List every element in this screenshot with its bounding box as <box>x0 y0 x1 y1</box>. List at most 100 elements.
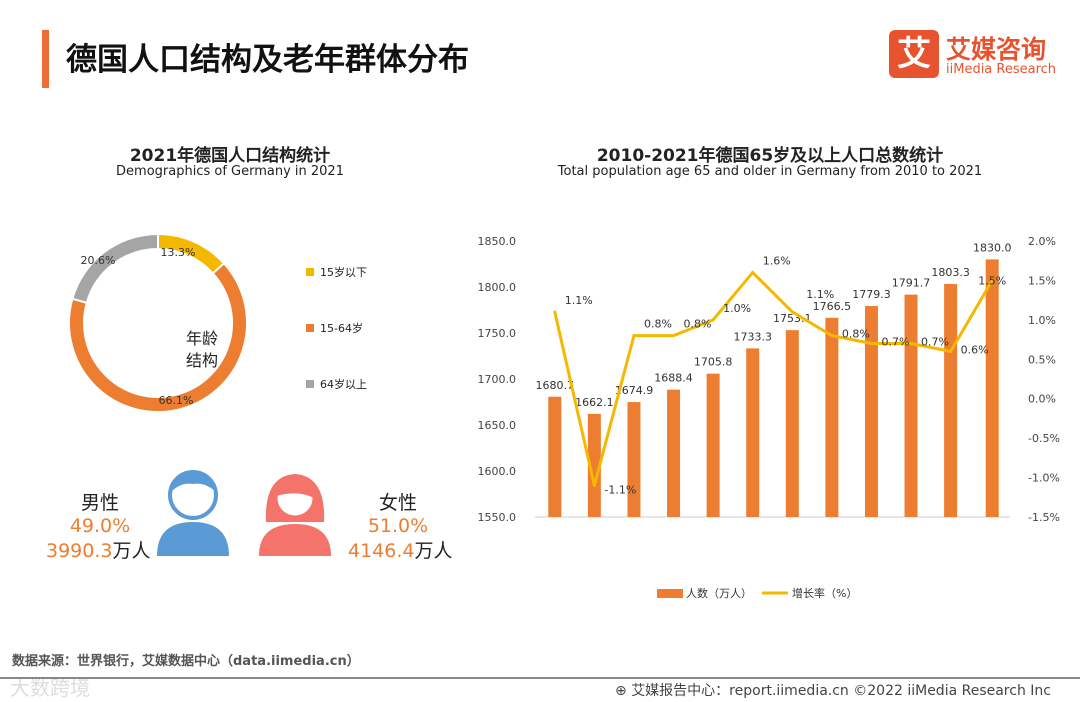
y-tick-label: 1600.0 <box>478 465 517 478</box>
legend-label: 64岁以上 <box>320 378 367 391</box>
footer-divider <box>0 677 1080 679</box>
bar-value-label: 1791.7 <box>892 277 931 290</box>
line-point <box>949 349 953 353</box>
line-point <box>672 334 676 338</box>
footer-copyright: ⊕ 艾媒报告中心：report.iimedia.cn ©2022 iiMedia… <box>615 680 1051 700</box>
line-point <box>553 310 557 314</box>
title-accent-bar <box>42 30 49 88</box>
bar-value-label: 1766.5 <box>813 300 852 313</box>
bar-2014 <box>706 373 720 517</box>
line-value-label: 1.0% <box>723 302 751 315</box>
donut-legend: 15岁以下 15-64岁 64岁以上 <box>306 264 367 432</box>
line-point <box>711 318 715 322</box>
male-count-value: 3990.3 <box>46 540 113 562</box>
bar-2011 <box>587 413 601 517</box>
y2-tick-label: -1.5% <box>1028 511 1060 524</box>
female-label: 女性 <box>378 492 417 514</box>
bar-2013 <box>667 389 681 517</box>
line-value-label: 0.6% <box>961 343 989 356</box>
male-count-unit: 万人 <box>112 540 151 562</box>
bar-2017 <box>825 317 839 517</box>
center-label-line1: 年龄 <box>186 329 219 348</box>
bar-value-label: 1803.3 <box>931 266 970 279</box>
bar-2018 <box>864 306 878 517</box>
line-point <box>990 278 994 282</box>
female-count-value: 4146.4 <box>348 540 415 562</box>
bar-2019 <box>904 294 918 517</box>
donut-chart: 13.3% 66.1% 20.6% <box>68 232 248 413</box>
line-point <box>909 342 913 346</box>
y-tick-label: 1550.0 <box>478 511 517 524</box>
line-point <box>751 271 755 275</box>
y-tick-label: 1750.0 <box>478 327 517 340</box>
y-tick-label: 1700.0 <box>478 373 517 386</box>
male-pct: 49.0% <box>69 515 131 537</box>
y-tick-label: 1650.0 <box>478 419 517 432</box>
line-point <box>632 334 636 338</box>
donut-slice-label: 20.6% <box>81 254 116 267</box>
male-block: 男性 49.0% <box>60 488 140 537</box>
watermark: 大数跨境 <box>10 676 90 700</box>
line-value-label: 1.5% <box>978 274 1006 287</box>
legend-item: 15岁以下 <box>306 264 367 280</box>
legend-label-line: 增长率（%） <box>792 586 857 600</box>
donut-center-label: 年龄 结构 <box>186 328 218 372</box>
male-person-icon <box>157 470 229 556</box>
bar-value-label: 1662.1 <box>575 396 614 409</box>
y2-tick-label: 1.5% <box>1028 274 1056 287</box>
line-point <box>592 483 596 487</box>
center-label-line2: 结构 <box>186 351 219 370</box>
bar-value-label: 1733.3 <box>733 330 772 343</box>
line-point <box>830 334 834 338</box>
y2-tick-label: -0.5% <box>1028 432 1060 445</box>
female-count: 4146.4万人 <box>348 536 453 563</box>
page-title: 德国人口结构及老年群体分布 <box>66 42 469 78</box>
copyright-text: 艾媒报告中心：report.iimedia.cn ©2022 iiMedia R… <box>631 683 1051 699</box>
bar-2021 <box>985 259 999 517</box>
line-value-label: 1.1% <box>806 288 834 301</box>
line-value-label: 1.1% <box>565 294 593 307</box>
bar-2012 <box>627 402 641 517</box>
bar-2016 <box>785 330 799 517</box>
y2-tick-label: 1.0% <box>1028 314 1056 327</box>
donut-slice-15-64岁 <box>68 261 248 413</box>
bar-2015 <box>746 348 760 517</box>
globe-icon: ⊕ <box>615 683 632 699</box>
bar-chart-subtitle: Total population age 65 and older in Ger… <box>557 164 983 179</box>
y-tick-label: 1800.0 <box>478 281 517 294</box>
female-count-unit: 万人 <box>414 540 453 562</box>
legend-item: 64岁以上 <box>306 376 367 392</box>
legend-item: 15-64岁 <box>306 320 367 336</box>
legend-swatch-bar <box>657 589 683 598</box>
combo-chart: 1850.0 1800.0 1750.0 1700.0 1650.0 1600.0 1550… <box>478 235 1060 600</box>
donut-slice-label: 66.1% <box>159 394 194 407</box>
legend-label-bar: 人数（万人） <box>686 587 752 600</box>
line-value-label: 0.8% <box>684 318 712 331</box>
y2-tick-label: 0.5% <box>1028 353 1056 366</box>
logo-mark: 艾 <box>889 30 939 78</box>
donut-title: 2021年德国人口结构统计 <box>129 146 331 166</box>
y2-tick-label: 2.0% <box>1028 235 1056 248</box>
donut-slice-label: 13.3% <box>161 246 196 259</box>
bar-2010 <box>548 396 562 517</box>
line-point <box>790 310 794 314</box>
bar-value-label: 1705.8 <box>694 356 733 369</box>
donut-subtitle: Demographics of Germany in 2021 <box>116 164 344 179</box>
legend-label: 15岁以下 <box>320 266 367 279</box>
line-value-label: -1.1% <box>604 483 636 496</box>
bar-value-label: 1779.3 <box>852 288 891 301</box>
female-person-icon <box>259 474 331 556</box>
line-value-label: 0.8% <box>644 318 672 331</box>
y2-tick-label: 0.0% <box>1028 393 1056 406</box>
male-count: 3990.3万人 <box>46 536 151 563</box>
bar-2020 <box>944 283 958 517</box>
female-pct: 51.0% <box>367 515 429 537</box>
line-value-label: 0.7% <box>921 336 949 349</box>
legend-swatch <box>306 380 314 388</box>
line-value-label: 0.7% <box>881 336 909 349</box>
line-value-label: 0.8% <box>842 328 870 341</box>
line-point <box>869 342 873 346</box>
legend-swatch <box>306 324 314 332</box>
female-block: 女性 51.0% <box>358 488 438 537</box>
line-value-label: 1.6% <box>763 255 791 268</box>
